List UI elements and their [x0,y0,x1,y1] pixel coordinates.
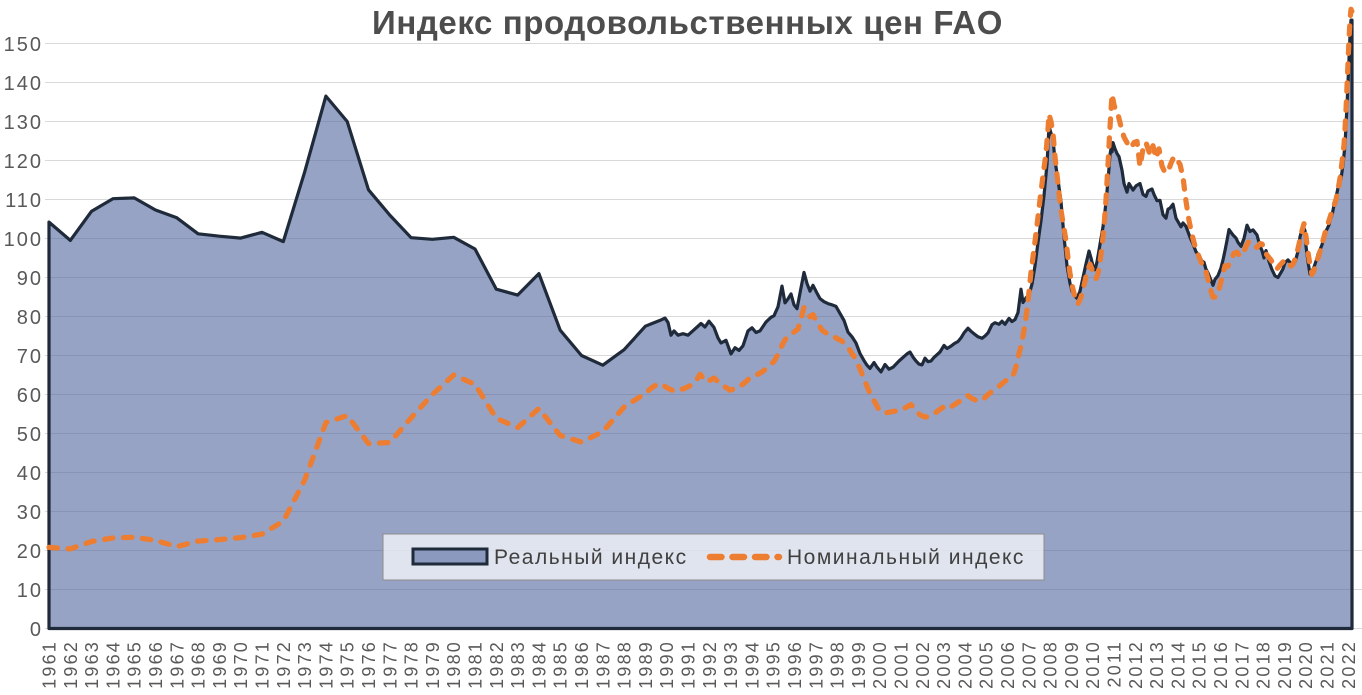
svg-text:1996: 1996 [785,640,805,689]
svg-text:1968: 1968 [189,640,209,689]
svg-text:1999: 1999 [849,640,869,689]
svg-text:1979: 1979 [423,640,443,689]
svg-text:1989: 1989 [636,640,656,689]
svg-text:2002: 2002 [913,640,933,689]
svg-text:1980: 1980 [444,640,464,689]
svg-text:2009: 2009 [1062,640,1082,689]
svg-text:1995: 1995 [764,640,784,689]
svg-text:1973: 1973 [295,640,315,689]
svg-text:1990: 1990 [657,640,677,689]
svg-text:2010: 2010 [1083,640,1103,689]
svg-text:2013: 2013 [1147,640,1167,689]
svg-text:2015: 2015 [1190,640,1210,689]
svg-text:60: 60 [17,385,43,407]
svg-text:0: 0 [30,619,43,641]
svg-text:90: 90 [17,268,43,290]
svg-text:1977: 1977 [380,640,400,689]
svg-text:1963: 1963 [82,640,102,689]
svg-text:1986: 1986 [572,640,592,689]
svg-text:1972: 1972 [274,640,294,689]
svg-text:1991: 1991 [679,640,699,689]
svg-text:2000: 2000 [870,640,890,689]
svg-text:1998: 1998 [828,640,848,689]
svg-text:2012: 2012 [1126,640,1146,689]
svg-text:1964: 1964 [103,640,123,689]
svg-text:20: 20 [17,541,43,563]
svg-text:1982: 1982 [487,640,507,689]
svg-text:1984: 1984 [529,640,549,689]
svg-text:110: 110 [5,190,43,212]
svg-text:2008: 2008 [1041,640,1061,689]
svg-text:1966: 1966 [146,640,166,689]
svg-text:100: 100 [4,229,43,251]
svg-text:1983: 1983 [508,640,528,689]
svg-text:1961: 1961 [40,640,60,689]
svg-text:130: 130 [4,112,43,134]
svg-text:Номинальный индекс: Номинальный индекс [787,546,1025,569]
svg-text:2003: 2003 [934,640,954,689]
svg-text:30: 30 [17,502,43,524]
svg-text:Реальный индекс: Реальный индекс [494,546,688,569]
svg-text:140: 140 [4,73,43,95]
svg-text:1970: 1970 [231,640,251,689]
svg-text:2005: 2005 [977,640,997,689]
svg-text:2007: 2007 [1019,640,1039,689]
svg-text:1981: 1981 [466,640,486,689]
svg-text:2018: 2018 [1254,640,1274,689]
svg-text:2016: 2016 [1211,640,1231,689]
svg-text:1965: 1965 [125,640,145,689]
svg-text:1967: 1967 [167,640,187,689]
svg-text:1969: 1969 [210,640,230,689]
svg-text:1987: 1987 [593,640,613,689]
svg-text:2006: 2006 [998,640,1018,689]
svg-text:2001: 2001 [892,640,912,689]
svg-text:150: 150 [4,34,43,56]
svg-text:1993: 1993 [721,640,741,689]
svg-text:1992: 1992 [700,640,720,689]
svg-text:1997: 1997 [806,640,826,689]
svg-text:1962: 1962 [61,640,81,689]
svg-text:2021: 2021 [1318,640,1338,689]
svg-text:2020: 2020 [1296,640,1316,689]
svg-text:40: 40 [17,463,43,485]
svg-text:2014: 2014 [1168,640,1188,689]
svg-text:2019: 2019 [1275,640,1295,689]
svg-text:70: 70 [17,346,43,368]
svg-text:80: 80 [17,307,43,329]
svg-text:50: 50 [17,424,43,446]
svg-text:1988: 1988 [615,640,635,689]
svg-text:1994: 1994 [742,640,762,689]
svg-text:2022: 2022 [1339,640,1359,689]
svg-text:120: 120 [4,151,43,173]
svg-text:1975: 1975 [338,640,358,689]
svg-text:2011: 2011 [1105,640,1125,688]
svg-text:2004: 2004 [955,640,975,689]
svg-text:1971: 1971 [253,640,273,689]
svg-text:10: 10 [17,580,43,602]
svg-text:1985: 1985 [551,640,571,689]
svg-text:1978: 1978 [402,640,422,689]
svg-text:2017: 2017 [1232,640,1252,689]
svg-text:1976: 1976 [359,640,379,689]
svg-text:1974: 1974 [316,640,336,689]
